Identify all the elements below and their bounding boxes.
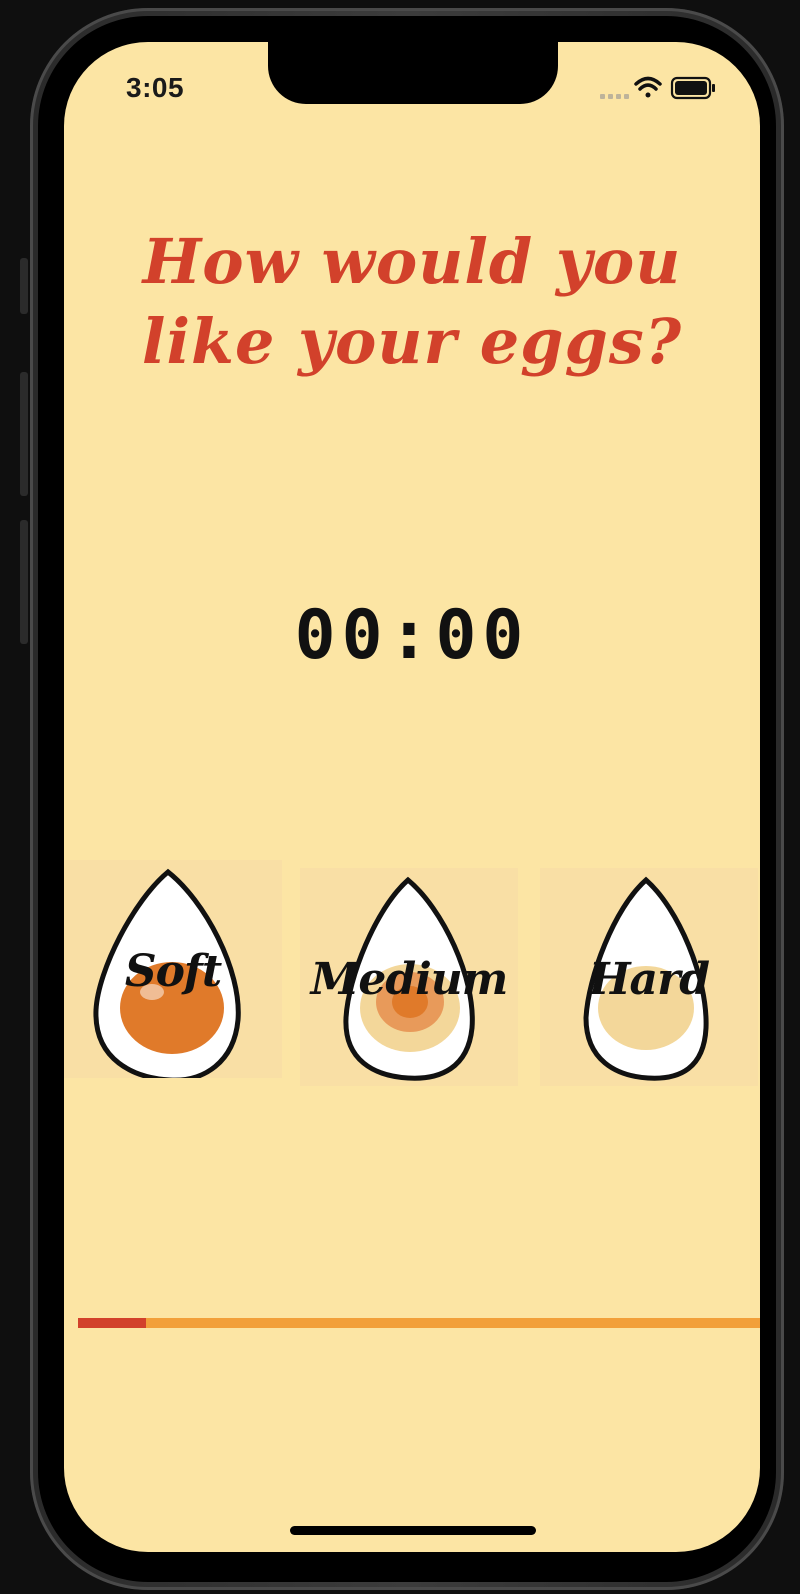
- notch: [268, 42, 558, 104]
- soft-yolk: [120, 962, 224, 1054]
- egg-label-soft: Soft: [124, 946, 222, 997]
- app-screen: [64, 42, 760, 1552]
- mute-switch: [20, 258, 28, 314]
- status-time: 3:05: [126, 72, 185, 103]
- title-line-2: like your eggs?: [141, 305, 683, 378]
- progress-bar-fill: [78, 1318, 147, 1328]
- medium-egg-button[interactable]: Medium: [300, 868, 518, 1086]
- hard-egg-icon: [583, 876, 709, 1081]
- title-line-1: How would you: [142, 225, 682, 298]
- hard-egg-button[interactable]: Hard: [540, 868, 758, 1086]
- status-icons: [600, 74, 720, 104]
- page-title: How would you like your eggs?: [64, 222, 760, 382]
- soft-egg-icon: [93, 868, 241, 1078]
- signal-icon: [600, 94, 629, 99]
- battery-icon: [670, 76, 715, 100]
- volume-up-button: [20, 372, 28, 496]
- wifi-icon: [634, 76, 662, 98]
- egg-label-medium: Medium: [310, 954, 509, 1005]
- home-indicator[interactable]: [290, 1526, 536, 1535]
- egg-label-hard: Hard: [588, 954, 710, 1005]
- progress-bar: [78, 1318, 760, 1328]
- timer-display: 00:00: [294, 596, 530, 675]
- soft-egg-button[interactable]: Soft: [64, 860, 282, 1078]
- volume-down-button: [20, 520, 28, 644]
- hard-yolk: [598, 966, 694, 1050]
- medium-egg-icon: [343, 876, 475, 1081]
